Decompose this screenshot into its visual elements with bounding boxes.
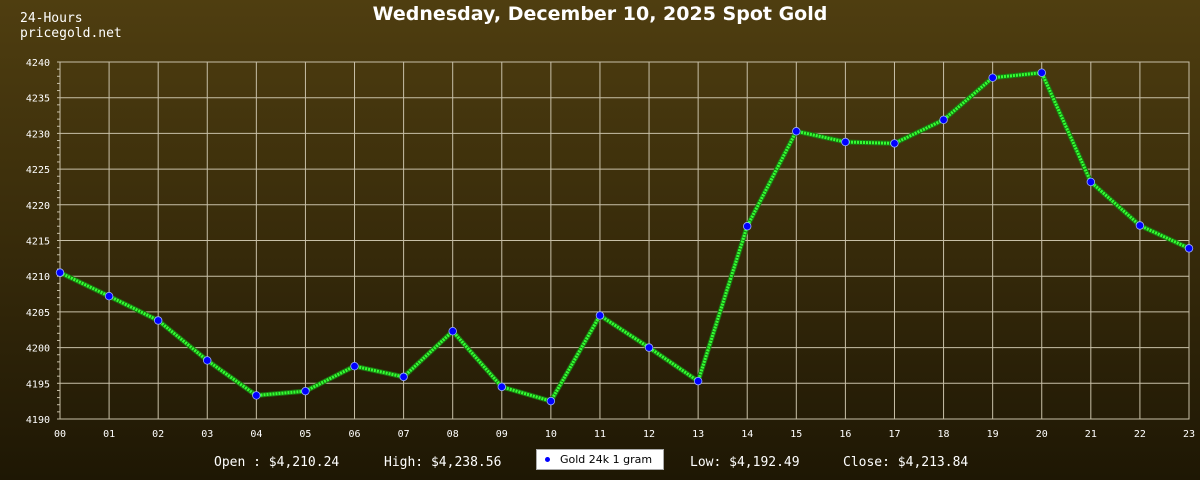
- x-tick-label: 03: [201, 429, 213, 440]
- y-tick-label: 4205: [26, 308, 50, 319]
- x-tick-label: 16: [839, 429, 851, 440]
- x-tick-label: 09: [496, 429, 508, 440]
- data-point: [890, 139, 899, 148]
- y-tick-label: 4200: [26, 344, 50, 355]
- data-point: [399, 372, 408, 382]
- x-tick-label: 02: [152, 429, 164, 440]
- data-point: [546, 396, 556, 406]
- y-tick-label: 4230: [26, 129, 50, 140]
- x-tick-label: 00: [54, 429, 66, 440]
- x-tick-label: 06: [348, 429, 360, 440]
- x-tick-label: 04: [250, 429, 262, 440]
- brand-line-site: pricegold.net: [20, 26, 122, 41]
- x-tick-label: 07: [398, 429, 410, 440]
- y-tick-label: 4220: [26, 201, 50, 212]
- x-tick-label: 22: [1134, 429, 1146, 440]
- site-brand: 24-Hours pricegold.net: [20, 11, 122, 41]
- data-point: [792, 127, 801, 136]
- series-line: [59, 71, 1190, 403]
- high-price: High: $4,238.56: [384, 455, 502, 470]
- y-tick-label: 4195: [26, 379, 50, 390]
- open-price: Open : $4,210.24: [214, 455, 340, 470]
- x-tick-label: 21: [1085, 429, 1097, 440]
- brand-line-hours: 24-Hours: [20, 11, 83, 26]
- data-point: [693, 376, 703, 386]
- data-point: [1086, 177, 1096, 187]
- data-point: [448, 326, 457, 336]
- x-tick-label: 10: [545, 429, 557, 440]
- low-price: Low: $4,192.49: [690, 455, 800, 470]
- data-point: [104, 291, 114, 301]
- data-point: [1135, 221, 1145, 230]
- y-tick-label: 4210: [26, 272, 50, 283]
- y-tick-label: 4225: [26, 165, 50, 176]
- data-point: [1037, 68, 1046, 77]
- x-tick-label: 23: [1183, 429, 1195, 440]
- series-line-shadow: [58, 70, 1191, 404]
- series-gold: [55, 68, 1194, 406]
- data-point: [153, 316, 163, 325]
- data-point: [595, 311, 605, 320]
- y-tick-label: 4190: [26, 415, 50, 426]
- data-point: [1184, 244, 1194, 253]
- x-tick-label: 17: [888, 429, 900, 440]
- x-tick-label: 13: [692, 429, 704, 440]
- data-point: [301, 386, 310, 396]
- x-tick-label: 12: [643, 429, 655, 440]
- chart-legend: Gold 24k 1 gram: [536, 449, 664, 470]
- close-price: Close: $4,213.84: [843, 455, 969, 470]
- data-point: [644, 343, 654, 352]
- x-tick-label: 05: [299, 429, 311, 440]
- data-point: [841, 137, 850, 147]
- x-tick-label: 14: [741, 429, 753, 440]
- x-tick-label: 15: [790, 429, 802, 440]
- y-axis-ticks: 4190 4195 4200 4205 4210 4215 4220 4225 4230 4235…: [26, 58, 60, 426]
- chart-grid: [59, 61, 1190, 420]
- data-point: [55, 268, 65, 277]
- y-tick-label: 4215: [26, 237, 50, 248]
- data-point: [252, 391, 261, 400]
- data-point: [743, 222, 752, 231]
- legend-marker-icon: [545, 457, 550, 462]
- x-tick-label: 18: [938, 429, 950, 440]
- x-tick-label: 11: [594, 429, 606, 440]
- x-tick-label: 20: [1036, 429, 1048, 440]
- x-tick-label: 01: [103, 429, 115, 440]
- x-tick-label: 19: [987, 429, 999, 440]
- chart-title: Wednesday, December 10, 2025 Spot Gold: [372, 3, 828, 25]
- x-axis-ticks: 00 01 02 03 04 05 06 07 08 09 10 11 12 13 14 15 16 17 18 19…: [54, 429, 1195, 440]
- y-tick-label: 4235: [26, 94, 50, 105]
- data-point: [988, 73, 997, 82]
- y-tick-label: 4240: [26, 58, 50, 69]
- data-point: [497, 382, 506, 392]
- x-tick-label: 08: [447, 429, 459, 440]
- data-point: [939, 115, 948, 125]
- data-point: [203, 356, 212, 365]
- data-point: [350, 361, 359, 371]
- legend-label: Gold 24k 1 gram: [560, 453, 653, 466]
